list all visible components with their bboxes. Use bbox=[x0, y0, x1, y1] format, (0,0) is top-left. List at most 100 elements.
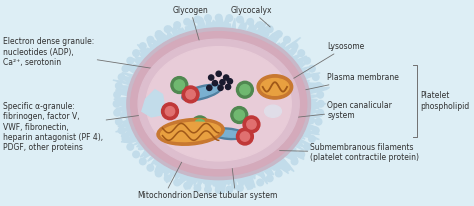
Circle shape bbox=[122, 136, 129, 142]
Circle shape bbox=[216, 71, 221, 76]
Circle shape bbox=[315, 118, 322, 125]
Circle shape bbox=[122, 66, 129, 72]
Circle shape bbox=[147, 165, 154, 171]
Circle shape bbox=[247, 120, 256, 129]
Circle shape bbox=[215, 187, 222, 193]
Ellipse shape bbox=[161, 122, 220, 142]
Circle shape bbox=[247, 183, 254, 189]
Text: Plasma membrane: Plasma membrane bbox=[306, 73, 399, 90]
Circle shape bbox=[237, 81, 253, 98]
Circle shape bbox=[266, 175, 273, 182]
Ellipse shape bbox=[157, 118, 224, 145]
Circle shape bbox=[155, 31, 162, 37]
Circle shape bbox=[205, 186, 211, 193]
Circle shape bbox=[275, 170, 282, 177]
Circle shape bbox=[182, 86, 199, 103]
Circle shape bbox=[220, 80, 225, 85]
Circle shape bbox=[139, 43, 146, 49]
Circle shape bbox=[298, 50, 305, 56]
Circle shape bbox=[209, 75, 214, 80]
Text: Submembranous filaments
(platelet contractile protein): Submembranous filaments (platelet contra… bbox=[280, 143, 419, 162]
Circle shape bbox=[309, 136, 315, 142]
Circle shape bbox=[133, 50, 139, 56]
Text: Electron dense granule:
nucleotides (ADP),
Ca²⁺, serotonin: Electron dense granule: nucleotides (ADP… bbox=[3, 37, 211, 77]
Text: Dense tubular system: Dense tubular system bbox=[193, 134, 278, 200]
Circle shape bbox=[165, 107, 174, 116]
Circle shape bbox=[317, 110, 323, 116]
Ellipse shape bbox=[184, 86, 219, 99]
Circle shape bbox=[114, 110, 120, 116]
Circle shape bbox=[304, 57, 310, 64]
Circle shape bbox=[291, 158, 298, 165]
Circle shape bbox=[284, 165, 290, 171]
Circle shape bbox=[231, 107, 248, 123]
Text: Lysosome: Lysosome bbox=[280, 42, 365, 87]
Text: Specific α-granule:
fibrinogen, factor V,
VWF, fibronectin,
heparin antagonist (: Specific α-granule: fibrinogen, factor V… bbox=[3, 102, 170, 152]
Circle shape bbox=[205, 15, 211, 21]
Circle shape bbox=[212, 81, 218, 86]
Text: Mitochondrion: Mitochondrion bbox=[137, 145, 192, 200]
Circle shape bbox=[226, 15, 233, 21]
Circle shape bbox=[147, 36, 154, 43]
Circle shape bbox=[184, 19, 191, 25]
Circle shape bbox=[240, 85, 250, 95]
Circle shape bbox=[312, 74, 319, 80]
Circle shape bbox=[118, 127, 125, 134]
Circle shape bbox=[257, 22, 264, 28]
Circle shape bbox=[133, 151, 139, 158]
Circle shape bbox=[228, 79, 233, 84]
Circle shape bbox=[174, 22, 181, 28]
Circle shape bbox=[298, 151, 305, 158]
Text: Glycogen: Glycogen bbox=[173, 6, 210, 76]
Circle shape bbox=[226, 84, 231, 90]
Ellipse shape bbox=[264, 105, 282, 117]
Circle shape bbox=[207, 85, 212, 90]
Circle shape bbox=[195, 119, 205, 130]
Circle shape bbox=[240, 132, 250, 141]
Circle shape bbox=[162, 103, 178, 120]
Circle shape bbox=[114, 91, 120, 98]
Circle shape bbox=[194, 185, 201, 191]
Ellipse shape bbox=[257, 75, 292, 99]
Circle shape bbox=[215, 14, 222, 21]
Circle shape bbox=[186, 90, 195, 99]
Circle shape bbox=[127, 57, 134, 64]
Circle shape bbox=[291, 43, 298, 49]
Circle shape bbox=[237, 16, 243, 23]
Circle shape bbox=[116, 83, 122, 89]
Circle shape bbox=[118, 74, 125, 80]
Circle shape bbox=[164, 175, 171, 182]
Circle shape bbox=[309, 66, 315, 72]
Polygon shape bbox=[113, 15, 329, 196]
Circle shape bbox=[139, 158, 146, 165]
Circle shape bbox=[224, 75, 229, 80]
Circle shape bbox=[155, 170, 162, 177]
Circle shape bbox=[174, 80, 184, 90]
Circle shape bbox=[113, 101, 120, 107]
Ellipse shape bbox=[261, 78, 289, 95]
Circle shape bbox=[184, 183, 191, 189]
Circle shape bbox=[257, 179, 264, 186]
Circle shape bbox=[237, 128, 253, 145]
Text: Platelet
phospholipid: Platelet phospholipid bbox=[420, 91, 469, 111]
Circle shape bbox=[247, 19, 254, 25]
Polygon shape bbox=[142, 90, 164, 117]
Text: Open canalicular
system: Open canalicular system bbox=[292, 101, 392, 120]
Circle shape bbox=[315, 83, 322, 89]
Circle shape bbox=[226, 186, 233, 193]
Text: Glycocalyx: Glycocalyx bbox=[231, 6, 272, 27]
Circle shape bbox=[275, 31, 282, 37]
Circle shape bbox=[127, 144, 134, 150]
Ellipse shape bbox=[210, 128, 246, 139]
Circle shape bbox=[284, 36, 290, 43]
Circle shape bbox=[266, 26, 273, 32]
Circle shape bbox=[237, 185, 243, 191]
Circle shape bbox=[116, 118, 122, 125]
Ellipse shape bbox=[146, 47, 291, 161]
Ellipse shape bbox=[138, 39, 299, 168]
Circle shape bbox=[174, 179, 181, 186]
Circle shape bbox=[164, 26, 171, 32]
Ellipse shape bbox=[182, 84, 222, 101]
Circle shape bbox=[194, 16, 201, 23]
Circle shape bbox=[317, 91, 323, 98]
